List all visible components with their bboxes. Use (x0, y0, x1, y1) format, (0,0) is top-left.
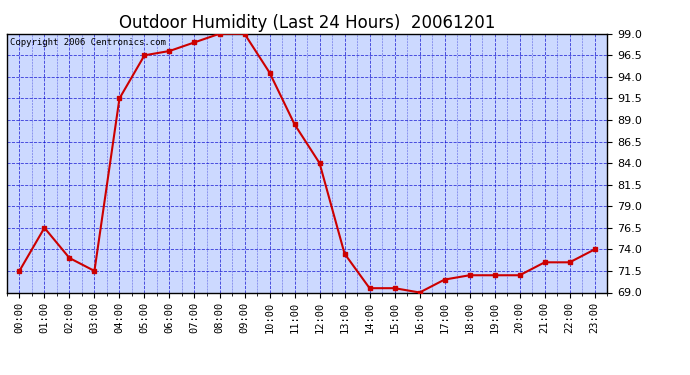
Text: Copyright 2006 Centronics.com: Copyright 2006 Centronics.com (10, 38, 166, 46)
Title: Outdoor Humidity (Last 24 Hours)  20061201: Outdoor Humidity (Last 24 Hours) 2006120… (119, 14, 495, 32)
